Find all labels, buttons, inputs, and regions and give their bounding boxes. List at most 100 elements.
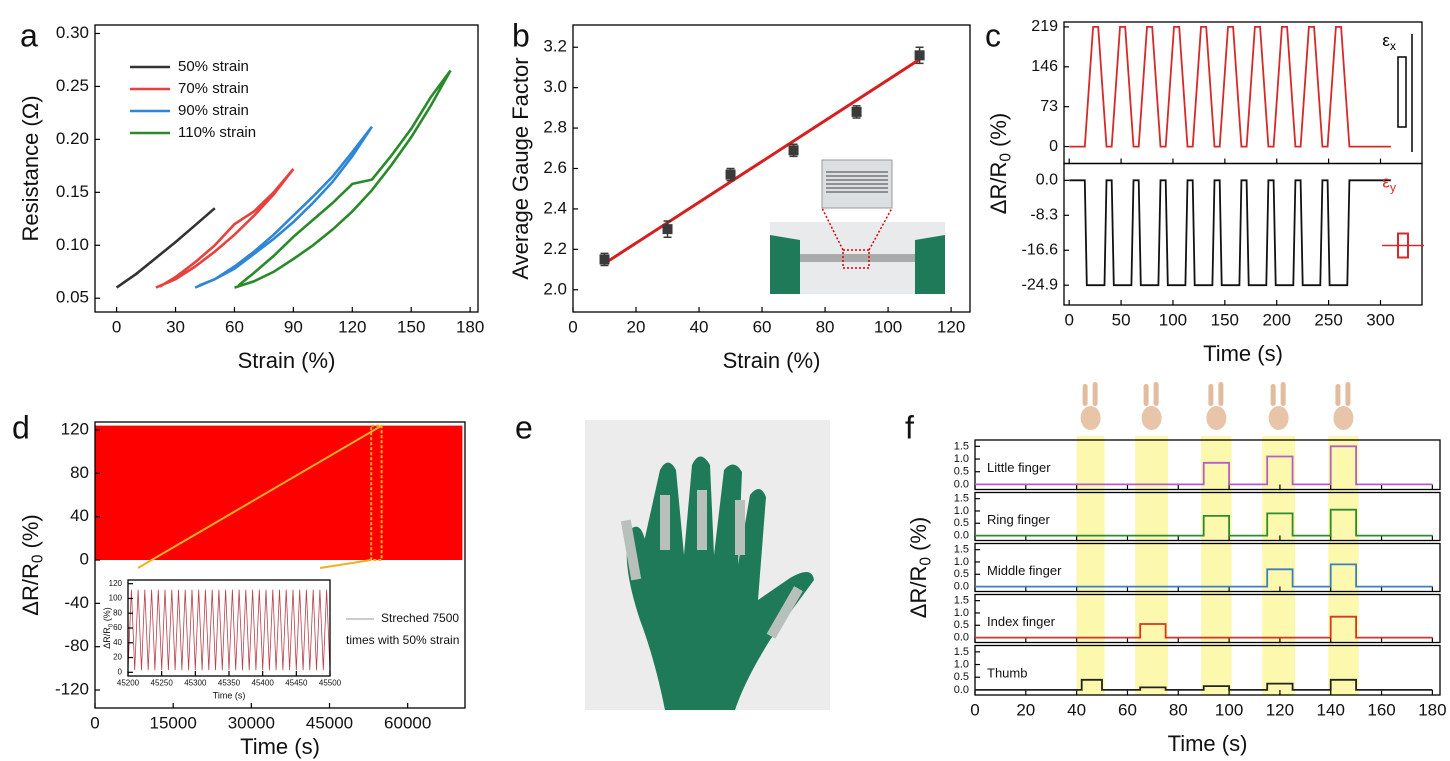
x-tick-label: 60 — [1118, 701, 1137, 720]
x-tick-label: 100 — [874, 318, 902, 337]
x-tick-label: 45300 — [184, 679, 207, 688]
y-tick-label: 1.5 — [954, 493, 969, 505]
y-tick-label: 1.0 — [954, 607, 969, 619]
y-tick-label: 0 — [1049, 138, 1058, 155]
y-tick-label: 146 — [1031, 58, 1058, 75]
x-tick-label: 50 — [1112, 311, 1131, 330]
panel-label: c — [985, 17, 1001, 53]
y-tick-label: 0.0 — [954, 529, 969, 541]
data-line — [235, 71, 451, 288]
hand-finger — [1335, 384, 1340, 406]
data-point — [663, 224, 673, 234]
y-tick-label: 3.2 — [543, 37, 567, 56]
y-tick-label: 40 — [113, 638, 122, 647]
hand-finger — [1218, 382, 1223, 406]
x-tick-label: 80 — [816, 318, 835, 337]
hand-icon — [1206, 406, 1226, 430]
y-tick-label: 0.5 — [954, 517, 969, 529]
series-label: Little finger — [987, 460, 1051, 475]
y-tick-label: 0.10 — [56, 235, 89, 254]
hand-icon — [1142, 406, 1162, 430]
axis-title-part: 0 — [918, 557, 935, 566]
data-point — [726, 170, 736, 180]
x-tick-label: 15000 — [150, 714, 197, 733]
data-line — [156, 169, 294, 288]
x-tick-label: 120 — [338, 318, 366, 337]
y-tick-label: -120 — [55, 680, 89, 699]
sensor-strip — [660, 495, 670, 550]
hand-finger — [1345, 382, 1350, 406]
axis-title: Time (s) — [213, 690, 246, 700]
hand-finger — [1208, 384, 1213, 406]
y-tick-label: 0.30 — [56, 23, 89, 42]
x-tick-label: 45400 — [252, 679, 275, 688]
x-tick-label: 90 — [284, 318, 303, 337]
x-tick-label: 100 — [1215, 701, 1243, 720]
axis-title-part: (%) — [18, 514, 43, 554]
strain-direction-part: y — [1390, 181, 1396, 195]
legend-label: Streched 7500 — [381, 611, 459, 625]
x-tick-label: 150 — [1211, 311, 1239, 330]
x-tick-label: 30 — [166, 318, 185, 337]
inset-line — [128, 590, 330, 671]
x-tick-label: 140 — [1317, 701, 1345, 720]
panel-label: a — [20, 17, 38, 53]
axis-title-part: (%) — [986, 113, 1011, 153]
strain-direction: εx — [1382, 31, 1396, 53]
y-tick-label: 1.5 — [954, 595, 969, 607]
y-tick-label: 1.0 — [954, 453, 969, 465]
highlight-band — [1201, 436, 1231, 695]
x-tick-label: 60000 — [384, 714, 431, 733]
y-tick-label: -40 — [64, 593, 89, 612]
panel-label: f — [905, 409, 914, 445]
data-area — [95, 426, 462, 560]
x-tick-label: 160 — [1367, 701, 1395, 720]
y-tick-label: 80 — [113, 608, 122, 617]
hand-icon — [1081, 406, 1101, 430]
x-tick-label: 30000 — [228, 714, 275, 733]
axis-title: Strain (%) — [238, 348, 336, 373]
series-label: Middle finger — [987, 563, 1062, 578]
y-tick-label: 0.25 — [56, 76, 89, 95]
hand-finger — [1093, 382, 1098, 406]
y-tick-label: 0.05 — [56, 288, 89, 307]
highlight-band — [1135, 436, 1168, 695]
strain-direction-part: x — [1390, 39, 1396, 53]
y-tick-label: 1.5 — [954, 544, 969, 556]
y-tick-label: 0.5 — [954, 568, 969, 580]
strain-direction: εy — [1382, 173, 1396, 195]
x-tick-label: 45450 — [285, 679, 308, 688]
hand-finger — [1144, 384, 1149, 406]
x-tick-label: 60 — [225, 318, 244, 337]
x-tick-label: 300 — [1366, 311, 1394, 330]
x-tick-label: 45500 — [319, 679, 342, 688]
y-tick-label: 2.6 — [543, 158, 567, 177]
y-tick-label: 20 — [113, 653, 122, 662]
legend-label: 110% strain — [178, 124, 256, 141]
y-tick-label: 0.20 — [56, 129, 89, 148]
y-tick-label: 80 — [70, 463, 89, 482]
y-tick-label: 120 — [109, 579, 123, 588]
data-point — [915, 50, 925, 60]
y-tick-label: 0.0 — [954, 580, 969, 592]
plot-frame — [1064, 164, 1422, 306]
sensor-strip — [697, 490, 707, 550]
legend-label: 70% strain — [178, 80, 249, 97]
data-point — [852, 107, 862, 117]
y-tick-label: 0.0 — [1036, 172, 1058, 189]
x-tick-label: 20 — [1016, 701, 1035, 720]
x-tick-label: 80 — [1169, 701, 1188, 720]
axis-title: ΔR/R0 (%) — [18, 514, 47, 615]
axis-title: Strain (%) — [723, 348, 821, 373]
y-tick-label: 60 — [113, 623, 122, 632]
y-tick-label: 0.15 — [56, 182, 89, 201]
panel-label: e — [515, 409, 533, 445]
series-label: Ring finger — [987, 512, 1051, 527]
x-tick-label: 45250 — [151, 679, 174, 688]
axis-title-part: (%) — [906, 517, 931, 557]
x-tick-label: 0 — [1064, 311, 1073, 330]
highlight-band — [1077, 436, 1105, 695]
axis-title-part: (%) — [102, 607, 112, 624]
y-tick-label: -16.6 — [1022, 241, 1059, 258]
axis-title: Time (s) — [1203, 341, 1283, 366]
